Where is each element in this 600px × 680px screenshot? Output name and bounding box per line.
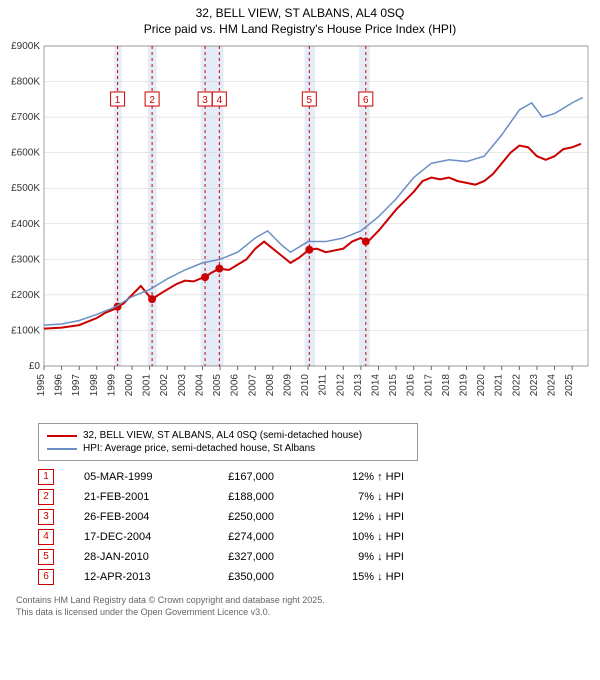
tx-date: 21-FEB-2001 bbox=[84, 491, 194, 503]
svg-text:2009: 2009 bbox=[282, 374, 293, 397]
svg-text:2020: 2020 bbox=[476, 374, 487, 397]
tx-marker: 1 bbox=[38, 469, 54, 485]
line-chart: £0 £100K £200K £300K £400K £500K £600K £700K £80… bbox=[8, 42, 592, 417]
svg-text:2024: 2024 bbox=[547, 374, 558, 397]
svg-text:£500K: £500K bbox=[11, 183, 40, 194]
tx-pct: 7% ↓ HPI bbox=[304, 491, 404, 503]
tx-pct: 12% ↓ HPI bbox=[304, 511, 404, 523]
tx-date: 26-FEB-2004 bbox=[84, 511, 194, 523]
tx-date: 12-APR-2013 bbox=[84, 571, 194, 583]
svg-text:4: 4 bbox=[217, 95, 223, 106]
svg-text:2010: 2010 bbox=[300, 374, 311, 397]
svg-text:2005: 2005 bbox=[212, 374, 223, 397]
svg-text:2023: 2023 bbox=[529, 374, 540, 397]
svg-text:2: 2 bbox=[149, 95, 155, 106]
svg-text:£700K: £700K bbox=[11, 112, 40, 123]
tx-date: 05-MAR-1999 bbox=[84, 471, 194, 483]
tx-pct: 10% ↓ HPI bbox=[304, 531, 404, 543]
table-row: 4 17-DEC-2004 £274,000 10% ↓ HPI bbox=[38, 529, 592, 545]
svg-text:1: 1 bbox=[115, 95, 121, 106]
svg-text:2001: 2001 bbox=[142, 374, 153, 397]
tx-price: £274,000 bbox=[194, 531, 304, 543]
tx-marker: 5 bbox=[38, 549, 54, 565]
svg-text:2011: 2011 bbox=[318, 374, 329, 396]
svg-text:2022: 2022 bbox=[511, 374, 522, 397]
svg-text:3: 3 bbox=[202, 95, 208, 106]
tx-marker: 3 bbox=[38, 509, 54, 525]
svg-text:2013: 2013 bbox=[353, 374, 364, 397]
tx-marker: 6 bbox=[38, 569, 54, 585]
svg-text:£300K: £300K bbox=[11, 254, 40, 265]
svg-text:2004: 2004 bbox=[194, 374, 205, 397]
tx-date: 17-DEC-2004 bbox=[84, 531, 194, 543]
svg-text:2008: 2008 bbox=[265, 374, 276, 397]
legend-swatch-series2 bbox=[47, 448, 77, 450]
legend-label-series1: 32, BELL VIEW, ST ALBANS, AL4 0SQ (semi-… bbox=[83, 430, 362, 441]
svg-text:1995: 1995 bbox=[36, 374, 47, 397]
tx-price: £327,000 bbox=[194, 551, 304, 563]
tx-pct: 12% ↑ HPI bbox=[304, 471, 404, 483]
svg-text:2012: 2012 bbox=[335, 374, 346, 397]
tx-pct: 9% ↓ HPI bbox=[304, 551, 404, 563]
svg-text:2002: 2002 bbox=[159, 374, 170, 397]
svg-text:2006: 2006 bbox=[230, 374, 241, 397]
svg-text:2016: 2016 bbox=[406, 374, 417, 397]
svg-text:5: 5 bbox=[307, 95, 313, 106]
tx-price: £167,000 bbox=[194, 471, 304, 483]
svg-text:1999: 1999 bbox=[106, 374, 117, 397]
table-row: 1 05-MAR-1999 £167,000 12% ↑ HPI bbox=[38, 469, 592, 485]
svg-text:2007: 2007 bbox=[247, 374, 258, 397]
chart-subtitle: Price paid vs. HM Land Registry's House … bbox=[8, 22, 592, 36]
svg-text:1996: 1996 bbox=[54, 374, 65, 397]
table-row: 5 28-JAN-2010 £327,000 9% ↓ HPI bbox=[38, 549, 592, 565]
svg-text:2015: 2015 bbox=[388, 374, 399, 397]
svg-text:£0: £0 bbox=[29, 361, 41, 372]
transactions-table: 1 05-MAR-1999 £167,000 12% ↑ HPI 2 21-FE… bbox=[38, 469, 592, 585]
svg-text:£400K: £400K bbox=[11, 219, 40, 230]
svg-text:2019: 2019 bbox=[459, 374, 470, 397]
legend: 32, BELL VIEW, ST ALBANS, AL4 0SQ (semi-… bbox=[38, 423, 418, 461]
svg-text:1997: 1997 bbox=[71, 374, 82, 397]
legend-swatch-series1 bbox=[47, 435, 77, 437]
attribution: Contains HM Land Registry data © Crown c… bbox=[16, 595, 592, 618]
tx-date: 28-JAN-2010 bbox=[84, 551, 194, 563]
svg-text:2000: 2000 bbox=[124, 374, 135, 397]
svg-text:£600K: £600K bbox=[11, 148, 40, 159]
tx-price: £250,000 bbox=[194, 511, 304, 523]
table-row: 3 26-FEB-2004 £250,000 12% ↓ HPI bbox=[38, 509, 592, 525]
svg-text:2018: 2018 bbox=[441, 374, 452, 397]
tx-price: £188,000 bbox=[194, 491, 304, 503]
table-row: 2 21-FEB-2001 £188,000 7% ↓ HPI bbox=[38, 489, 592, 505]
svg-text:£900K: £900K bbox=[11, 42, 40, 52]
svg-text:6: 6 bbox=[363, 95, 369, 106]
tx-price: £350,000 bbox=[194, 571, 304, 583]
tx-pct: 15% ↓ HPI bbox=[304, 571, 404, 583]
svg-text:2017: 2017 bbox=[423, 374, 434, 397]
svg-text:1998: 1998 bbox=[89, 374, 100, 397]
table-row: 6 12-APR-2013 £350,000 15% ↓ HPI bbox=[38, 569, 592, 585]
chart-title: 32, BELL VIEW, ST ALBANS, AL4 0SQ bbox=[8, 6, 592, 20]
svg-text:£800K: £800K bbox=[11, 77, 40, 88]
svg-text:£100K: £100K bbox=[11, 325, 40, 336]
svg-text:2025: 2025 bbox=[564, 374, 575, 397]
svg-text:2014: 2014 bbox=[370, 374, 381, 397]
tx-marker: 2 bbox=[38, 489, 54, 505]
tx-marker: 4 bbox=[38, 529, 54, 545]
svg-text:2003: 2003 bbox=[177, 374, 188, 397]
legend-label-series2: HPI: Average price, semi-detached house,… bbox=[83, 443, 315, 454]
svg-text:£200K: £200K bbox=[11, 290, 40, 301]
svg-text:2021: 2021 bbox=[494, 374, 505, 397]
